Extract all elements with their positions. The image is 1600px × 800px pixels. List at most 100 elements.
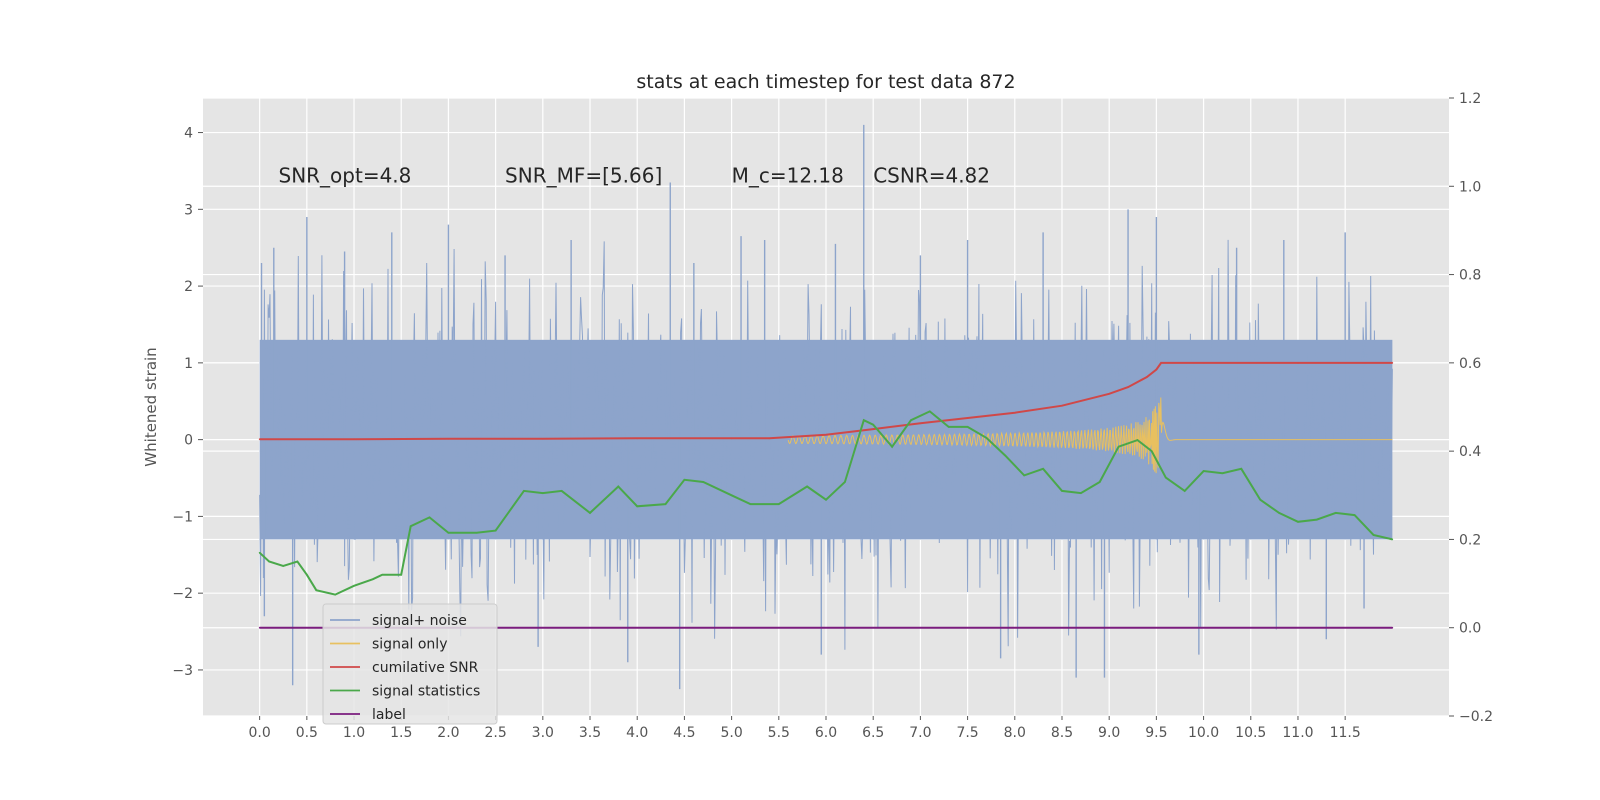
annotation-text: SNR_opt=4.8 xyxy=(279,163,412,187)
data-point xyxy=(891,445,893,448)
data-point xyxy=(1278,512,1280,514)
data-point xyxy=(862,419,865,422)
x-tick-label: 3.0 xyxy=(532,725,554,741)
data-point xyxy=(1146,376,1148,378)
data-point xyxy=(494,529,497,532)
data-point xyxy=(400,573,403,576)
data-point xyxy=(1334,512,1337,514)
legend-label: signal only xyxy=(372,637,447,653)
x-tick-label: 4.0 xyxy=(626,725,648,741)
data-point xyxy=(1136,439,1139,441)
annotation-text: SNR_MF=[5.66] xyxy=(505,163,662,187)
data-point xyxy=(636,505,639,508)
data-point xyxy=(730,494,733,497)
x-tick-label: 8.5 xyxy=(1051,725,1073,741)
data-point xyxy=(1080,492,1082,494)
x-tick-label: 9.5 xyxy=(1145,725,1167,741)
data-point xyxy=(306,573,308,576)
data-point xyxy=(617,485,620,488)
data-point xyxy=(1098,481,1101,483)
data-point xyxy=(353,438,355,441)
data-point xyxy=(258,551,261,554)
legend-items: signal+ noise signal only cumilative SNR si… xyxy=(330,613,480,723)
data-point xyxy=(1013,411,1016,414)
data-point xyxy=(282,565,285,567)
data-point xyxy=(1372,534,1375,536)
data-point xyxy=(1165,476,1167,479)
data-point xyxy=(1183,490,1186,492)
annotation-text: M_c=12.18 xyxy=(732,163,844,187)
data-point xyxy=(825,498,827,501)
x-tick-label: 8.0 xyxy=(1004,725,1026,741)
x-tick-label: 6.0 xyxy=(815,725,837,741)
x-tick-label: 3.5 xyxy=(579,725,601,741)
data-point xyxy=(844,481,846,483)
y-right-tick-label: 0.2 xyxy=(1459,532,1481,548)
data-point xyxy=(1221,472,1224,475)
data-point xyxy=(1160,362,1162,364)
data-point xyxy=(1316,518,1318,521)
x-tick-label: 9.0 xyxy=(1098,725,1120,741)
series-signal-statistics xyxy=(258,410,1394,596)
y-right-tick-label: 1.2 xyxy=(1459,91,1481,107)
y-left-tick-label: 0 xyxy=(184,433,193,449)
data-point xyxy=(966,417,969,419)
data-point xyxy=(1127,386,1129,388)
series-layer xyxy=(258,124,1394,690)
x-tick-label: 11.5 xyxy=(1330,725,1361,741)
data-point xyxy=(523,490,525,492)
legend: signal+ noise signal only cumilative SNR si… xyxy=(322,603,498,725)
data-point xyxy=(542,437,544,440)
data-point xyxy=(985,437,988,439)
x-tick-label: 6.5 xyxy=(862,725,884,741)
data-point xyxy=(872,428,874,430)
noise-trace xyxy=(259,239,1393,650)
data-point xyxy=(683,479,686,481)
legend-label: label xyxy=(372,707,406,723)
data-point xyxy=(702,481,705,483)
data-point xyxy=(1391,538,1394,541)
data-point xyxy=(589,512,591,514)
data-point xyxy=(315,589,318,591)
data-point xyxy=(636,437,639,440)
data-point xyxy=(1155,368,1158,371)
x-tick-label: 4.5 xyxy=(673,725,695,741)
data-point xyxy=(768,437,771,440)
legend-label: signal+ noise xyxy=(372,613,467,629)
data-point xyxy=(730,437,733,440)
data-point xyxy=(381,573,384,576)
data-point xyxy=(1202,470,1205,472)
data-point xyxy=(919,422,922,425)
x-tick-label: 5.5 xyxy=(768,725,790,741)
data-point xyxy=(353,584,355,587)
x-tick-label: 7.5 xyxy=(956,725,978,741)
data-point xyxy=(1061,490,1063,492)
data-point xyxy=(334,593,336,596)
data-point xyxy=(428,516,431,519)
data-point xyxy=(929,410,931,413)
data-point xyxy=(1202,362,1205,364)
x-tick-label: 2.0 xyxy=(437,725,459,741)
annotations: SNR_opt=4.8 SNR_MF=[5.66] M_c=12.18 CSNR=4.… xyxy=(279,163,990,187)
data-point xyxy=(447,532,450,534)
data-point xyxy=(1297,520,1299,523)
y-right-tick-label: 1.0 xyxy=(1459,179,1481,195)
y-left-tick-label: −1 xyxy=(172,509,193,525)
data-point xyxy=(966,426,969,428)
data-point xyxy=(560,490,563,492)
legend-label: cumilative SNR xyxy=(372,660,479,676)
data-point xyxy=(409,525,412,527)
y-right-tick-label: 0.4 xyxy=(1459,444,1481,460)
y-left-tick-label: 2 xyxy=(184,279,193,295)
data-point xyxy=(1061,404,1063,407)
data-point xyxy=(749,503,752,505)
y-right-tick-label: 0.6 xyxy=(1459,356,1481,372)
data-point xyxy=(1042,468,1044,470)
data-point xyxy=(447,437,450,440)
data-point xyxy=(872,423,874,426)
x-tick-label: 1.0 xyxy=(343,725,365,741)
data-point xyxy=(1297,362,1299,364)
data-point xyxy=(1150,450,1153,452)
